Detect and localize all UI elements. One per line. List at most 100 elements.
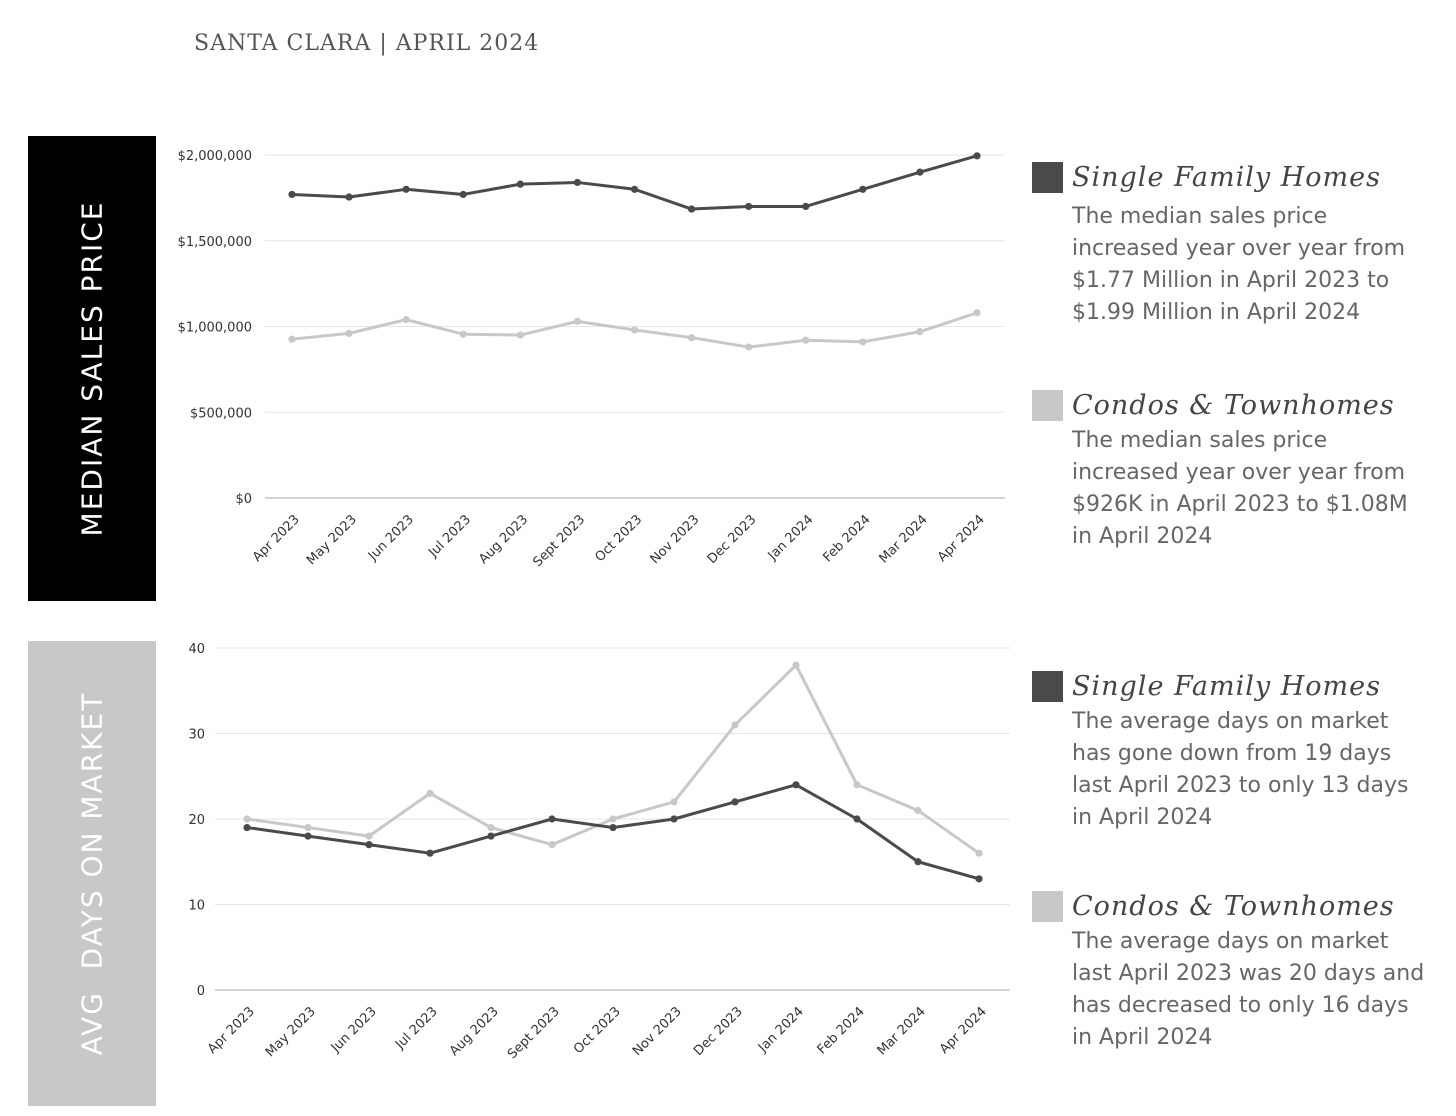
y-tick-label: 20 (188, 813, 205, 828)
price-legend-single-family: Single Family Homes The median sales pri… (1032, 162, 1432, 329)
data-point-condos (548, 841, 556, 849)
legend-description: The median sales price increased year ov… (1072, 428, 1408, 549)
data-point-condos (975, 849, 983, 857)
data-point-single_family (792, 781, 800, 789)
data-point-condos (745, 343, 753, 351)
data-point-condos (402, 316, 410, 324)
data-point-condos (914, 806, 922, 815)
x-tick-label: Sept 2023 (505, 1004, 563, 1062)
x-tick-label: Jul 2023 (392, 1004, 441, 1053)
x-tick-label: Apr 2024 (937, 1004, 990, 1057)
data-point-condos (304, 823, 312, 832)
x-tick-label: Feb 2024 (820, 512, 873, 565)
data-point-single_family (304, 832, 312, 840)
data-point-condos (487, 823, 495, 832)
x-tick-label: Jun 2023 (328, 1004, 380, 1056)
data-point-condos (802, 336, 810, 344)
series-line-single_family (245, 783, 981, 881)
x-tick-label: Dec 2023 (691, 1004, 746, 1059)
series-line-single_family (290, 154, 979, 211)
data-point-condos (973, 309, 981, 317)
y-tick-label: $500,000 (190, 406, 252, 421)
median-sales-price-band: MEDIAN SALES PRICE (28, 136, 156, 601)
x-tick-label: Nov 2023 (648, 512, 703, 567)
x-tick-label: Oct 2023 (593, 512, 646, 565)
legend-description: The average days on market has gone down… (1072, 709, 1409, 830)
data-point-single_family (402, 185, 410, 193)
x-tick-label: Jul 2023 (425, 512, 474, 561)
data-point-condos (853, 781, 861, 789)
x-tick-label: Apr 2023 (250, 512, 303, 565)
data-point-condos (731, 721, 739, 729)
x-tick-label: Mar 2024 (876, 512, 930, 566)
data-point-condos (859, 338, 867, 346)
data-point-single_family (487, 832, 495, 840)
data-point-single_family (853, 815, 861, 823)
data-point-single_family (973, 152, 981, 160)
dom-legend-single-family: Single Family Homes The average days on … (1032, 671, 1432, 834)
x-tick-label: Apr 2023 (205, 1004, 258, 1057)
single-family-swatch (1032, 162, 1063, 193)
data-point-condos (243, 815, 251, 823)
data-point-condos (516, 331, 524, 339)
data-point-condos (426, 789, 434, 797)
data-point-condos (687, 334, 696, 342)
data-point-single_family (859, 185, 867, 193)
x-tick-label: Jan 2024 (755, 1004, 807, 1056)
avg-days-on-market-chart: 0 10 20 30 40 Apr 2023 May 2023 Jun 2023 Jul 202… (188, 642, 1010, 1062)
condos-swatch (1032, 390, 1063, 421)
data-point-condos (916, 328, 924, 336)
legend-description: The average days on market last April 20… (1072, 929, 1425, 1050)
x-tick-label: May 2023 (304, 512, 360, 568)
y-tick-label: 10 (188, 899, 205, 914)
data-point-single_family (243, 823, 251, 832)
page-title: SANTA CLARA | APRIL 2024 (194, 31, 540, 56)
x-tick-label: Jun 2023 (365, 512, 417, 564)
y-tick-label: $1,000,000 (178, 321, 252, 336)
legend-title: Condos & Townhomes (1072, 390, 1395, 421)
x-tick-label: Apr 2024 (935, 512, 988, 565)
price-legend-condos: Condos & Townhomes The median sales pric… (1032, 390, 1432, 553)
x-tick-label: May 2023 (263, 1004, 319, 1060)
data-point-condos (573, 317, 582, 325)
avg-days-on-market-band: AVG DAYS ON MARKET (28, 641, 156, 1106)
legend-title: Single Family Homes (1072, 162, 1381, 193)
data-point-single_family (802, 202, 810, 211)
legend-description: The median sales price increased year ov… (1072, 204, 1406, 325)
x-tick-label: Jan 2024 (765, 512, 817, 564)
data-point-condos (630, 326, 639, 334)
data-point-single_family (630, 185, 639, 193)
x-tick-label: Aug 2023 (476, 512, 531, 567)
data-point-single_family (365, 841, 373, 849)
single-family-swatch (1032, 671, 1063, 702)
data-point-condos (459, 330, 467, 338)
data-point-single_family (516, 180, 524, 188)
data-point-condos (345, 329, 353, 337)
data-point-single_family (745, 202, 753, 211)
y-tick-label: 40 (188, 642, 205, 657)
data-point-single_family (573, 178, 582, 187)
y-tick-label: $2,000,000 (178, 149, 252, 164)
x-tick-label: Aug 2023 (447, 1004, 502, 1059)
y-tick-label: 0 (197, 984, 205, 999)
median-sales-price-chart: $0 $500,000 $1,000,000 $1,500,000 $2,000,000… (178, 149, 1005, 570)
x-tick-label: Mar 2024 (875, 1004, 929, 1058)
data-point-single_family (609, 823, 617, 832)
x-tick-label: Feb 2024 (815, 1004, 868, 1057)
data-point-condos (670, 798, 678, 806)
data-point-single_family (731, 798, 739, 806)
data-point-single_family (975, 875, 983, 883)
data-point-single_family (548, 815, 556, 823)
data-point-single_family (914, 858, 922, 866)
data-point-single_family (916, 168, 924, 176)
y-tick-label: $1,500,000 (178, 235, 252, 250)
x-tick-label: Dec 2023 (705, 512, 760, 567)
condos-swatch (1032, 891, 1063, 922)
x-tick-label: Oct 2023 (571, 1004, 624, 1057)
y-tick-label: $0 (235, 492, 252, 507)
x-tick-label: Sept 2023 (530, 512, 588, 570)
legend-title: Condos & Townhomes (1072, 891, 1395, 922)
data-point-condos (288, 335, 296, 343)
y-tick-label: 30 (188, 728, 205, 743)
data-point-single_family (687, 205, 696, 213)
